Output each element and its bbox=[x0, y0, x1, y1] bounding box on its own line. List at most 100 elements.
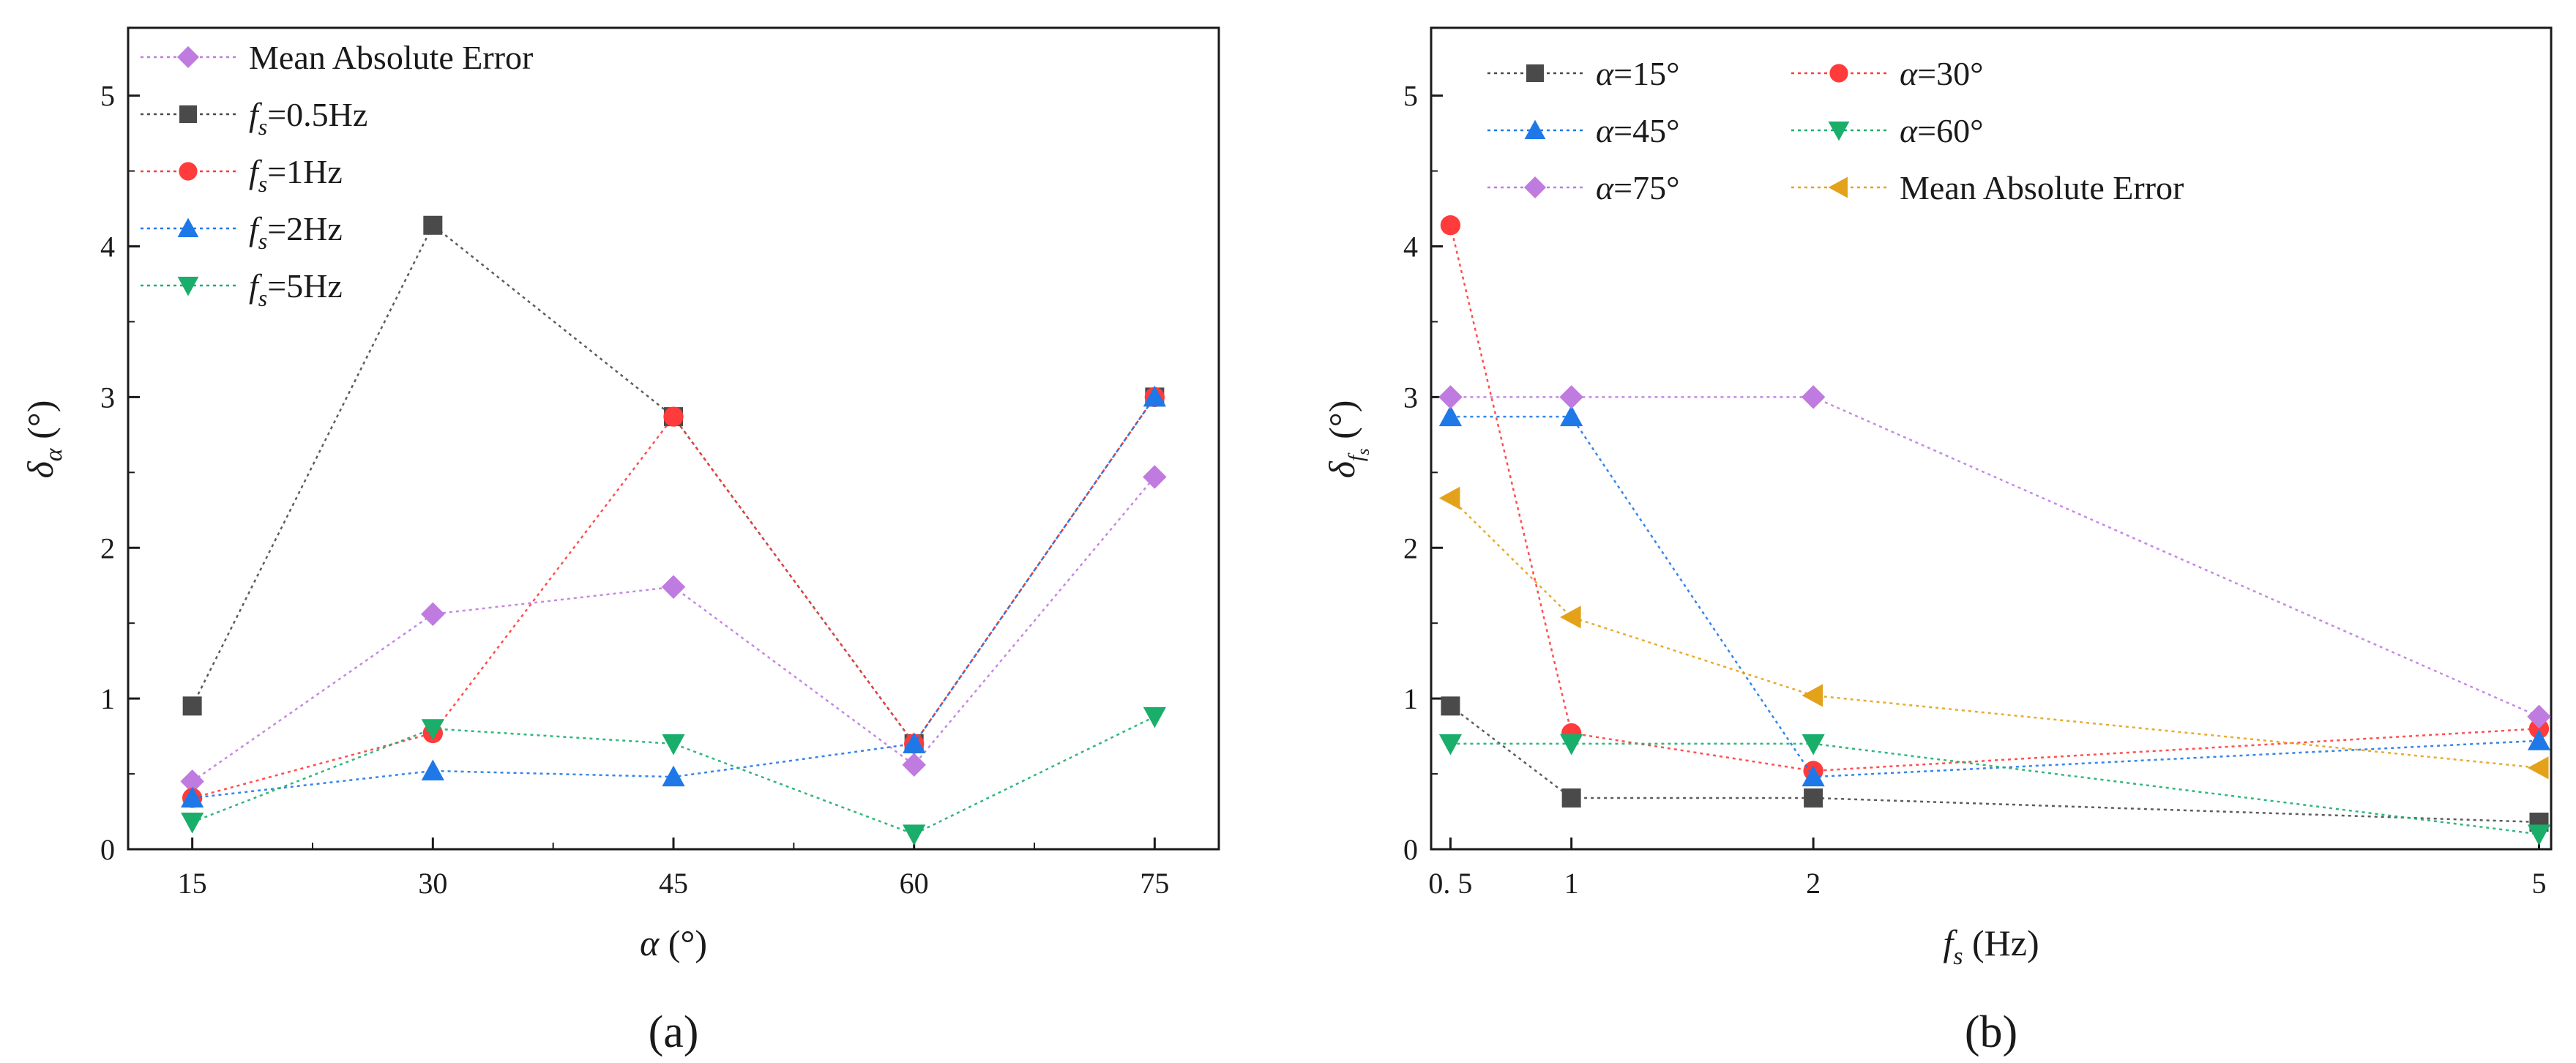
legend-item-60: α=60° bbox=[1791, 112, 1984, 149]
data-point bbox=[1441, 696, 1460, 716]
data-point bbox=[1438, 734, 1463, 756]
data-point bbox=[1804, 788, 1823, 808]
x-tick-label: 75 bbox=[1140, 867, 1169, 900]
data-point bbox=[1559, 385, 1583, 409]
data-point bbox=[1560, 605, 1581, 629]
series-line bbox=[1449, 225, 2539, 772]
data-point bbox=[662, 734, 685, 756]
data-point bbox=[2527, 824, 2551, 846]
data-point bbox=[423, 215, 443, 235]
panel-b: 0 1 2 3 4 5 0. 5 1 2 5 α=15° α=30° α=45° α=60° α=75°… bbox=[1321, 26, 2553, 1057]
data-point bbox=[1560, 405, 1583, 427]
legend-b: α=15° α=30° α=45° α=60° α=75° Mean Absolute E… bbox=[1487, 55, 2184, 206]
series-line bbox=[1449, 497, 2539, 769]
series-60 bbox=[1438, 734, 2551, 846]
data-point bbox=[181, 812, 204, 834]
series-line bbox=[1450, 396, 2539, 717]
legend-item-fs-1hz: fs=1Hz bbox=[141, 153, 343, 197]
legend-item-45: α=45° bbox=[1487, 112, 1680, 149]
legend-marker bbox=[179, 105, 197, 123]
x-tick-label: 45 bbox=[659, 867, 688, 900]
y-tick-label: 3 bbox=[1403, 381, 1418, 414]
x-axis-ticks-a: 15 30 45 60 75 bbox=[178, 838, 1169, 900]
data-point bbox=[663, 406, 684, 427]
data-point bbox=[662, 765, 685, 787]
legend-marker bbox=[1524, 119, 1546, 139]
y-tick-label: 1 bbox=[100, 682, 115, 715]
legend-marker bbox=[1828, 122, 1850, 141]
plot-frame-a bbox=[127, 26, 1220, 851]
series-fs-2hz bbox=[181, 385, 1166, 808]
data-point bbox=[1143, 465, 1167, 489]
legend-item-75: α=75° bbox=[1487, 169, 1680, 206]
x-axis-title-b: fs (Hz) bbox=[1943, 922, 2039, 970]
y-tick-label: 4 bbox=[100, 231, 115, 264]
data-point bbox=[1802, 734, 1825, 756]
legend-label: Mean Absolute Error bbox=[1900, 169, 2184, 206]
data-point bbox=[1802, 684, 1823, 707]
data-point bbox=[421, 719, 444, 740]
series-group-a bbox=[180, 215, 1167, 846]
data-point bbox=[1561, 788, 1581, 808]
legend-item-15: α=15° bbox=[1487, 55, 1680, 92]
data-point bbox=[421, 602, 445, 627]
x-tick-label: 60 bbox=[900, 867, 929, 900]
y-tick-label: 1 bbox=[1403, 682, 1418, 715]
data-point bbox=[2527, 756, 2549, 780]
legend-marker bbox=[1828, 176, 1848, 198]
series-45 bbox=[1438, 405, 2551, 787]
data-point bbox=[1440, 215, 1461, 236]
x-tick-label: 15 bbox=[178, 867, 207, 900]
y-tick-label: 4 bbox=[1403, 231, 1418, 264]
legend-item-fs-2hz: fs=2Hz bbox=[141, 210, 343, 254]
y-tick-label: 0 bbox=[1403, 833, 1418, 866]
legend-label: Mean Absolute Error bbox=[249, 39, 533, 76]
y-axis-ticks-b: 0 1 2 3 4 5 bbox=[1403, 80, 1443, 866]
series-30 bbox=[1440, 215, 2550, 781]
series-15 bbox=[1441, 696, 2549, 832]
x-axis-title-a: α (°) bbox=[640, 922, 707, 963]
data-point bbox=[1438, 385, 1463, 409]
y-tick-label: 5 bbox=[1403, 80, 1418, 113]
series-fs-5hz bbox=[181, 706, 1166, 846]
data-point bbox=[661, 575, 686, 600]
y-tick-label: 3 bbox=[100, 381, 115, 414]
data-point bbox=[1438, 405, 1463, 427]
data-point bbox=[182, 696, 202, 716]
series-group-b bbox=[1438, 215, 2551, 846]
y-tick-label: 2 bbox=[1403, 532, 1418, 564]
data-point bbox=[2528, 718, 2550, 739]
panel-label-b: (b) bbox=[1965, 1007, 2017, 1057]
x-tick-label: 1 bbox=[1564, 867, 1579, 900]
data-point bbox=[1143, 706, 1166, 728]
data-point bbox=[903, 824, 926, 846]
series-mean-absolute-error bbox=[1438, 486, 2549, 780]
data-point bbox=[1143, 385, 1166, 407]
y-axis-ticks-a: 0 1 2 3 4 5 bbox=[100, 80, 140, 866]
legend-label: fs=1Hz bbox=[249, 153, 343, 197]
x-tick-label: 30 bbox=[418, 867, 447, 900]
data-point bbox=[2527, 729, 2551, 750]
data-point bbox=[1438, 486, 1460, 510]
data-point bbox=[421, 759, 444, 780]
legend-item-fs-5hz: fs=5Hz bbox=[141, 267, 343, 311]
legend-item-mean-absolute-error: Mean Absolute Error bbox=[141, 39, 533, 76]
legend-marker bbox=[1829, 64, 1848, 83]
series-mean-absolute-error bbox=[180, 465, 1167, 794]
data-point bbox=[1802, 765, 1825, 787]
legend-label: α=15° bbox=[1596, 55, 1680, 92]
data-point bbox=[902, 753, 926, 777]
series-line bbox=[1450, 742, 2539, 835]
plot-frame-b bbox=[1430, 26, 2553, 851]
y-tick-label: 2 bbox=[100, 532, 115, 564]
legend-marker bbox=[179, 162, 198, 181]
y-axis-title-a: δα (°) bbox=[20, 400, 67, 479]
y-axis-title-b: δfs (°) bbox=[1321, 400, 1373, 479]
legend-item-mean-absolute-error: Mean Absolute Error bbox=[1791, 169, 2184, 206]
legend-marker bbox=[177, 46, 199, 68]
legend-label: fs=2Hz bbox=[249, 210, 343, 254]
legend-marker bbox=[177, 217, 199, 237]
legend-item-30: α=30° bbox=[1791, 55, 1984, 92]
